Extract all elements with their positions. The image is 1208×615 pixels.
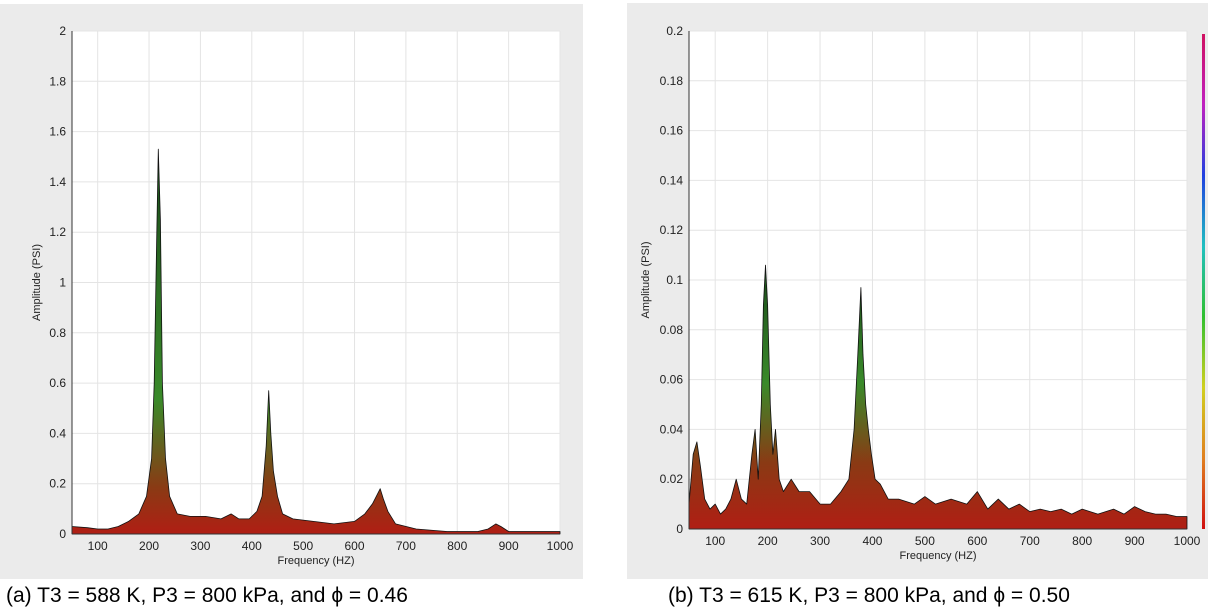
y-tick-label: 0.8 xyxy=(49,326,66,340)
x-tick-label: 100 xyxy=(88,539,108,553)
y-tick-label: 0.04 xyxy=(660,422,684,436)
x-tick-label: 200 xyxy=(758,534,778,548)
spectrum-series-0 xyxy=(688,264,1188,530)
y-tick-label: 2 xyxy=(59,24,66,38)
x-tick-label: 900 xyxy=(1125,534,1145,548)
x-tick-label: 500 xyxy=(293,539,313,553)
x-tick-label: 900 xyxy=(499,539,519,553)
x-tick-label: 800 xyxy=(447,539,467,553)
y-tick-label: 1.6 xyxy=(49,125,66,139)
x-tick-label: 600 xyxy=(967,534,987,548)
x-tick-label: 1000 xyxy=(547,539,574,553)
x-tick-label: 200 xyxy=(139,539,159,553)
x-axis-label: Frequency (HZ) xyxy=(899,550,976,562)
y-axis-label: Amplitude (PSI) xyxy=(640,241,652,318)
y-tick-label: 1 xyxy=(59,276,66,290)
x-tick-label: 400 xyxy=(862,534,882,548)
chart-a-svg: 100 200 300 400 500 600 700 800 900 1000 0 0.2 0.4 0.… xyxy=(31,24,574,567)
y-tick-label: 0.18 xyxy=(660,74,684,88)
x-axis-label: Frequency (HZ) xyxy=(277,555,354,567)
x-tick-label: 400 xyxy=(242,539,262,553)
y-tick-label: 0.4 xyxy=(49,426,66,440)
y-tick-label: 1.2 xyxy=(49,225,66,239)
x-tick-label: 300 xyxy=(190,539,210,553)
x-tick-label: 700 xyxy=(396,539,416,553)
y-tick-label: 0.12 xyxy=(660,223,684,237)
y-tick-label: 0.14 xyxy=(660,173,684,187)
spectrum-series-0 xyxy=(71,148,561,535)
caption-b: (b) T3 = 615 K, P3 = 800 kPa, and ϕ = 0.… xyxy=(668,584,1070,607)
y-tick-label: 0.08 xyxy=(660,323,684,337)
x-tick-label: 700 xyxy=(1020,534,1040,548)
y-tick-label: 0.06 xyxy=(660,373,684,387)
chart-b-svg: 100 200 300 400 500 600 700 800 900 1000 0 0.02 0.04… xyxy=(640,24,1205,562)
x-tick-label: 100 xyxy=(705,534,725,548)
x-tick-label: 1000 xyxy=(1174,534,1201,548)
chart-panel-b: 100 200 300 400 500 600 700 800 900 1000 0 0.02 0.04… xyxy=(627,3,1208,579)
y-tick-label: 1.4 xyxy=(49,175,66,189)
y-tick-label: 0.2 xyxy=(49,477,66,491)
y-tick-label: 0.16 xyxy=(660,124,684,138)
y-tick-label: 0 xyxy=(59,527,66,541)
x-tick-label: 500 xyxy=(915,534,935,548)
y-tick-label: 0.02 xyxy=(660,472,684,486)
x-tick-label: 600 xyxy=(345,539,365,553)
y-tick-label: 1.8 xyxy=(49,74,66,88)
colorbar xyxy=(1202,34,1205,529)
y-tick-label: 0 xyxy=(676,522,683,536)
caption-a: (a) T3 = 588 K, P3 = 800 kPa, and ϕ = 0.… xyxy=(6,584,408,607)
y-tick-label: 0.2 xyxy=(666,24,683,38)
y-axis-label: Amplitude (PSI) xyxy=(31,244,43,321)
y-tick-label: 0.6 xyxy=(49,376,66,390)
x-tick-label: 800 xyxy=(1072,534,1092,548)
chart-panel-a: 100 200 300 400 500 600 700 800 900 1000 0 0.2 0.4 0.… xyxy=(0,4,583,579)
x-tick-label: 300 xyxy=(810,534,830,548)
y-tick-label: 0.1 xyxy=(666,273,683,287)
